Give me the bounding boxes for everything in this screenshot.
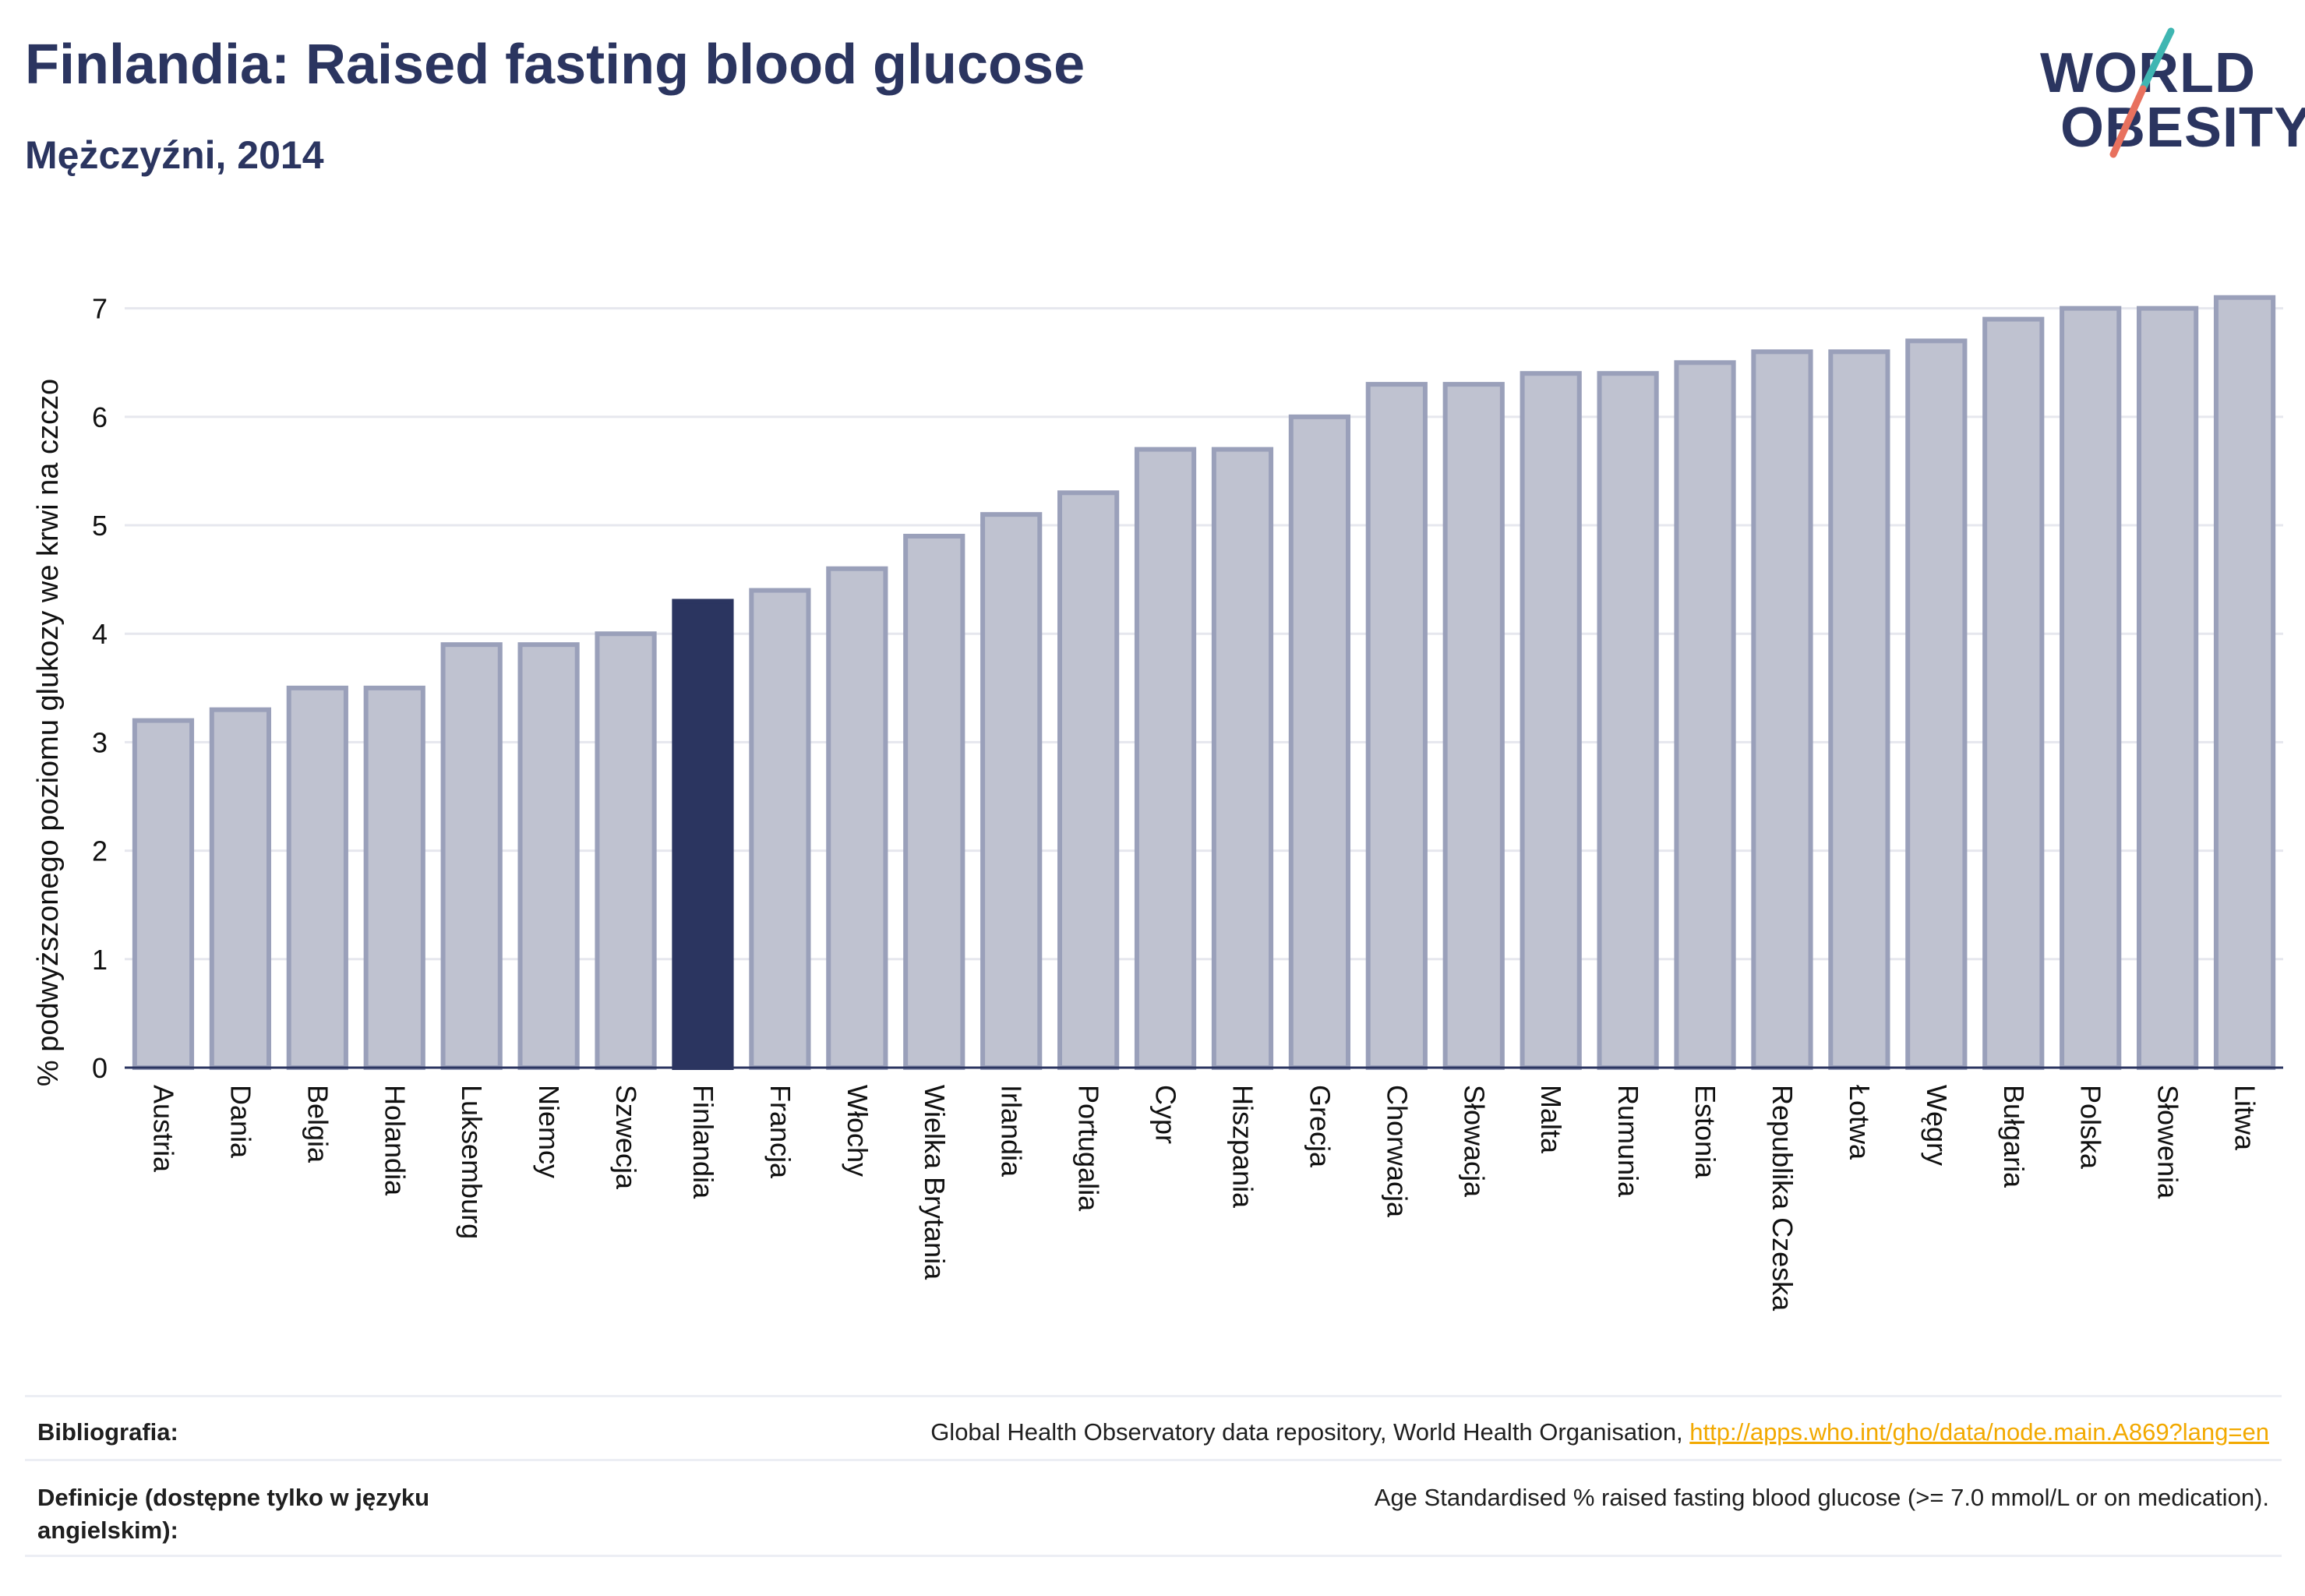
y-tick-label: 4 xyxy=(92,618,108,650)
x-tick-label: Hiszpania xyxy=(1227,1085,1258,1209)
x-tick-label: Portugalia xyxy=(1073,1085,1105,1212)
bar[interactable] xyxy=(286,685,348,1070)
bar[interactable] xyxy=(440,642,503,1070)
x-tick-label: Finlandia xyxy=(687,1085,719,1199)
x-tick-label: Słowacja xyxy=(1458,1085,1490,1198)
y-tick-label: 7 xyxy=(92,293,108,325)
x-tick-label: Szwecja xyxy=(610,1085,642,1190)
x-tick-label: Węgry xyxy=(1921,1085,1953,1166)
bar-chart: 0 1 2 3 4 5 6 7 Austria Dania Belgia Holandia Luksem… xyxy=(32,293,2283,1312)
x-tick-label: Niemcy xyxy=(533,1085,565,1178)
x-tick-label: Austria xyxy=(147,1085,179,1173)
y-tick-label: 5 xyxy=(92,510,108,542)
x-tick-label: Holandia xyxy=(379,1085,411,1196)
y-tick-label: 6 xyxy=(92,401,108,433)
x-tick-label: Belgia xyxy=(302,1085,334,1163)
x-tick-label: Estonia xyxy=(1689,1085,1721,1179)
bar[interactable] xyxy=(1828,349,1890,1070)
bar-highlighted[interactable] xyxy=(672,598,734,1070)
x-tick-label: Francja xyxy=(764,1085,796,1179)
x-tick-label: Słowenia xyxy=(2152,1085,2184,1199)
x-tick-label: Dania xyxy=(224,1085,256,1159)
x-tick-label: Rumunia xyxy=(1612,1085,1644,1198)
x-tick-label: Cypr xyxy=(1150,1085,1182,1144)
bar[interactable] xyxy=(2213,295,2276,1070)
bar[interactable] xyxy=(1905,338,1968,1070)
bar[interactable] xyxy=(903,533,965,1070)
bibliography-label: Bibliografia: xyxy=(37,1418,178,1446)
chart-subtitle: Mężczyźni, 2014 xyxy=(25,133,324,177)
bibliography-link[interactable]: http://apps.who.int/gho/data/node.main.A… xyxy=(1689,1418,2269,1446)
bar[interactable] xyxy=(1751,349,1813,1070)
bar[interactable] xyxy=(1134,447,1197,1070)
bar[interactable] xyxy=(1442,382,1505,1071)
bar[interactable] xyxy=(363,685,425,1070)
bar[interactable] xyxy=(132,718,195,1070)
bar[interactable] xyxy=(517,642,580,1070)
y-tick-label: 3 xyxy=(92,726,108,758)
bar[interactable] xyxy=(209,707,271,1070)
bar[interactable] xyxy=(1982,316,2045,1070)
bar[interactable] xyxy=(1211,447,1274,1070)
bar[interactable] xyxy=(1597,371,1659,1070)
definitions-label: Definicje (dostępne tylko w języku angie… xyxy=(37,1484,430,1544)
x-tick-label: Luksemburg xyxy=(456,1085,488,1239)
y-tick-label: 1 xyxy=(92,944,108,976)
y-axis-label: % podwyższonego poziomu glukozy we krwi … xyxy=(32,379,65,1086)
bar[interactable] xyxy=(980,512,1043,1070)
x-tick-label: Grecja xyxy=(1304,1085,1336,1168)
x-tick-label: Łotwa xyxy=(1844,1085,1876,1160)
bar[interactable] xyxy=(1057,490,1120,1070)
y-tick-label: 0 xyxy=(92,1052,108,1084)
x-tick-label: Bułgaria xyxy=(1998,1085,2030,1188)
x-tick-label: Chorwacja xyxy=(1381,1085,1413,1218)
x-tick-label: Litwa xyxy=(2229,1085,2261,1151)
bar[interactable] xyxy=(1520,371,1582,1070)
x-tick-label: Wielka Brytania xyxy=(919,1085,951,1280)
world-obesity-logo[interactable]: WORLD OBESITY xyxy=(2026,23,2305,164)
y-tick-label: 2 xyxy=(92,835,108,867)
x-tick-label: Polska xyxy=(2075,1085,2107,1170)
definitions-text: Age Standardised % raised fasting blood … xyxy=(1374,1484,2269,1511)
bibliography-text: Global Health Observatory data repositor… xyxy=(930,1416,2282,1449)
bibliography-row: Bibliografia: Global Health Observatory … xyxy=(25,1395,2282,1459)
bar[interactable] xyxy=(595,631,657,1070)
bibliography-source: Global Health Observatory data repositor… xyxy=(930,1418,1690,1446)
tick-labels: 0 1 2 3 4 5 6 7 Austria Dania Belgia Holandia Luksem… xyxy=(92,293,2261,1312)
logo-slash-icon xyxy=(2109,27,2175,158)
bar[interactable] xyxy=(1288,414,1350,1070)
bar[interactable] xyxy=(1674,360,1736,1070)
bar[interactable] xyxy=(2137,305,2199,1071)
x-tick-label: Irlandia xyxy=(996,1085,1028,1178)
x-tick-label: Malta xyxy=(1535,1085,1567,1154)
x-tick-label: Republika Czeska xyxy=(1767,1085,1798,1312)
x-tick-label: Włochy xyxy=(842,1085,874,1177)
footer: Bibliografia: Global Health Observatory … xyxy=(25,1395,2282,1557)
chart-title: Finlandia: Raised fasting blood glucose xyxy=(25,34,1085,96)
definitions-row: Definicje (dostępne tylko w języku angie… xyxy=(25,1459,2282,1557)
bar[interactable] xyxy=(749,588,811,1070)
bars xyxy=(132,295,2276,1071)
bar[interactable] xyxy=(2060,305,2122,1071)
logo-line-2: OBESITY xyxy=(2060,97,2305,159)
bar[interactable] xyxy=(1365,382,1428,1071)
bar[interactable] xyxy=(826,566,888,1070)
